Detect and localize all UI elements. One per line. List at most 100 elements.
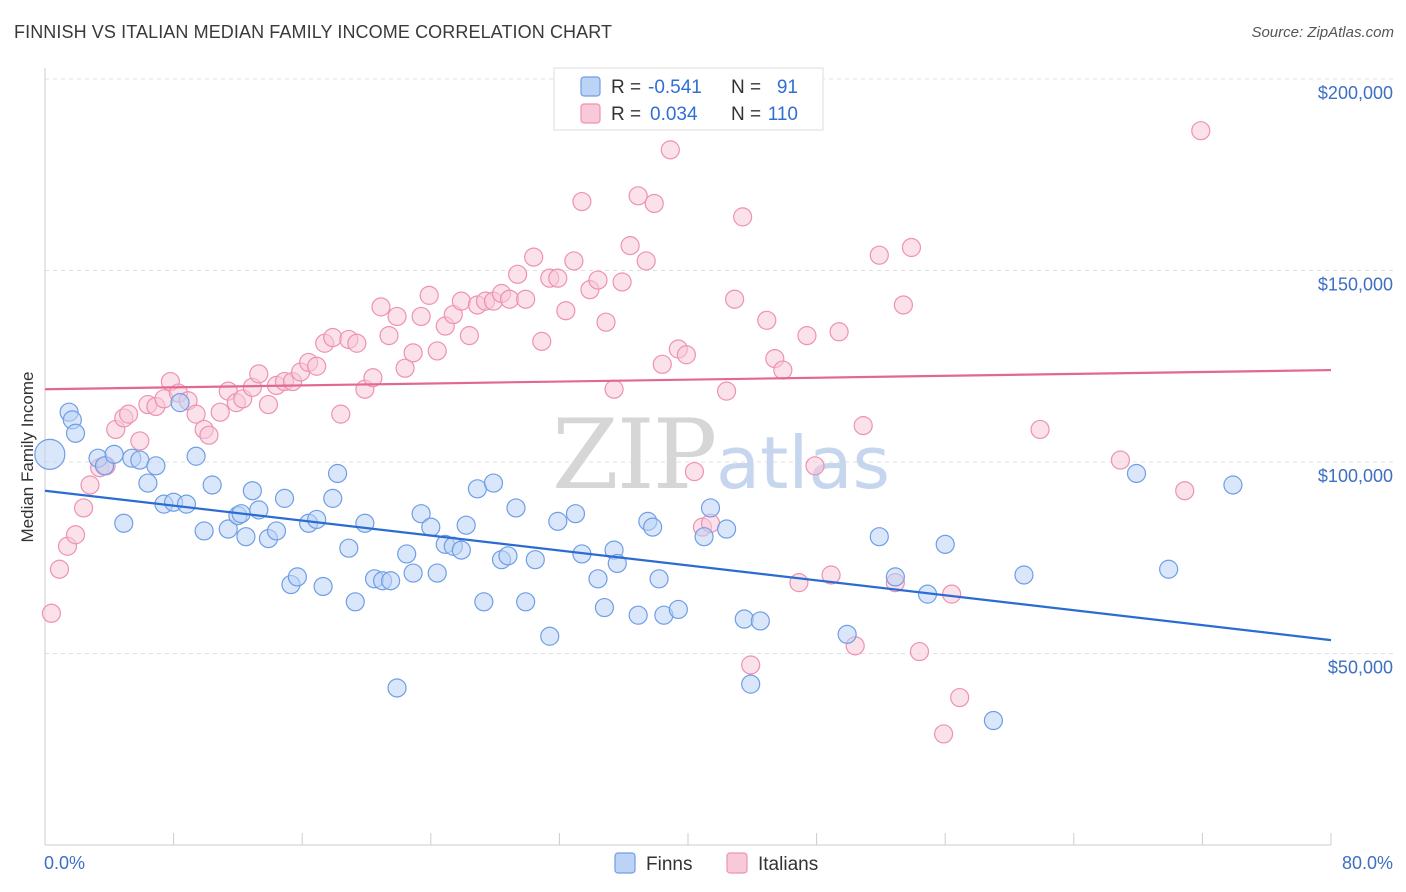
italians-point <box>620 236 640 256</box>
y-axis-title: Median Family Income <box>18 371 37 542</box>
italians-point <box>80 475 100 495</box>
legend-n-value-finns: 91 <box>777 77 798 98</box>
finns-point <box>716 519 737 539</box>
italians-point <box>387 306 407 327</box>
italians-point <box>186 404 206 424</box>
italians-point <box>532 331 552 351</box>
italians-point <box>564 251 584 271</box>
finns-point <box>565 504 586 524</box>
series-italians <box>41 121 1211 744</box>
italians-point <box>419 285 439 305</box>
italians-point <box>757 310 777 330</box>
italians-point <box>797 326 817 346</box>
italians-point <box>347 333 367 353</box>
italians-point <box>1110 450 1131 470</box>
italians-point <box>942 584 962 604</box>
finns-point <box>176 494 197 514</box>
finns-point <box>146 456 166 476</box>
finns-point <box>138 473 158 493</box>
finns-point <box>1014 565 1034 585</box>
legend-r-label: R = <box>611 104 641 125</box>
italians-point <box>733 207 753 227</box>
finns-point <box>700 498 721 518</box>
finns-point <box>345 592 365 612</box>
finns-point <box>516 592 536 612</box>
finns-point <box>483 473 504 493</box>
italians-point <box>676 345 696 365</box>
italians-point <box>249 364 269 384</box>
finns-point <box>649 569 669 589</box>
finns-point <box>451 540 471 560</box>
finns-point <box>869 527 889 547</box>
legend-swatch-italians <box>580 103 601 124</box>
italians-point <box>73 498 94 518</box>
finns-point <box>885 567 905 587</box>
italians-point <box>451 291 471 311</box>
finns-point <box>427 563 447 583</box>
finns-point <box>540 626 560 646</box>
italians-point <box>716 381 737 401</box>
y-tick-label: $50,000 <box>1328 658 1393 678</box>
italians-point <box>644 193 664 214</box>
italians-point <box>307 356 327 376</box>
italians-point <box>604 379 624 399</box>
finns-point <box>734 609 754 629</box>
italians-point <box>853 416 873 436</box>
italians-point <box>556 301 576 321</box>
italians-point <box>199 425 219 445</box>
italians-point <box>652 354 672 374</box>
finns-point <box>421 517 441 537</box>
bottom-legend: Finns Italians <box>614 852 818 875</box>
italians-point <box>829 322 849 342</box>
gridlines <box>45 78 1396 654</box>
finns-point <box>274 488 295 508</box>
series-finns <box>34 393 1243 731</box>
finns-point <box>403 563 423 583</box>
finns-point <box>307 509 327 530</box>
finns-point <box>525 550 545 570</box>
finns-point <box>114 513 134 533</box>
finns-point <box>34 438 66 470</box>
finns-point <box>327 463 348 484</box>
trendline-finns <box>44 489 1332 642</box>
finns-point <box>194 521 214 541</box>
italians-point <box>596 312 616 332</box>
bottom-legend-swatch-italians <box>726 852 748 874</box>
finns-point <box>983 710 1004 731</box>
legend-n-label: N = <box>731 104 761 125</box>
legend-n-value-italians: 110 <box>768 104 798 125</box>
finns-point <box>218 519 238 539</box>
finns-point <box>694 527 714 547</box>
watermark-zip: ZIP <box>552 399 715 511</box>
italians-point <box>1191 121 1211 141</box>
finns-point <box>202 475 222 495</box>
italians-point <box>331 404 351 424</box>
chart-title: FINNISH VS ITALIAN MEDIAN FAMILY INCOME … <box>14 22 613 42</box>
legend-n-label: N = <box>731 77 761 98</box>
finns-point <box>381 571 401 591</box>
italians-point <box>636 251 656 271</box>
italians-point <box>893 295 914 315</box>
italians-point <box>363 368 383 388</box>
italians-point <box>524 247 544 267</box>
legend-r-value-finns: -0.541 <box>648 77 702 98</box>
italians-point <box>660 140 680 160</box>
finns-point <box>607 553 627 574</box>
finns-point <box>104 444 124 464</box>
x-tick-label-max: 80.0% <box>1342 853 1393 873</box>
finns-point <box>588 569 608 589</box>
finns-point <box>498 546 518 566</box>
italians-point <box>725 289 745 309</box>
y-tick-labels: $50,000 $100,000 $150,000 $200,000 <box>1318 83 1393 678</box>
italians-point <box>773 360 793 380</box>
finns-point <box>266 521 287 541</box>
italians-point <box>909 641 930 662</box>
finns-point <box>750 611 770 631</box>
italians-point <box>933 724 954 744</box>
italians-point <box>65 525 86 545</box>
finns-point <box>242 481 262 501</box>
italians-point <box>258 394 279 415</box>
italians-point <box>371 297 391 317</box>
y-tick-label: $100,000 <box>1318 466 1393 486</box>
